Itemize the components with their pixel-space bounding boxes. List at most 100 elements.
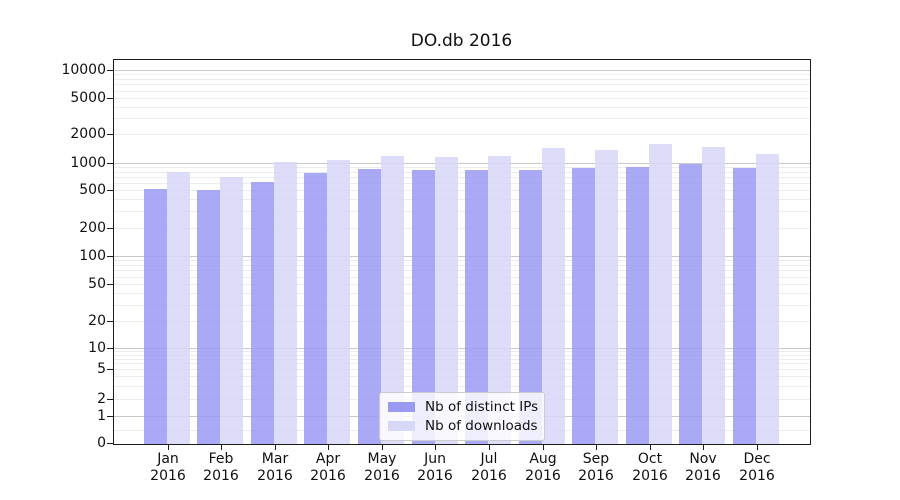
x-tick-label-jul: Jul 2016	[471, 451, 507, 484]
y-tick-mark	[107, 369, 113, 370]
legend-item: Nb of downloads	[388, 417, 538, 434]
x-tick-mark	[703, 445, 704, 450]
y-tick-label: 10	[88, 340, 106, 356]
minor-gridline	[114, 321, 810, 322]
bar-downloads-jan	[166, 172, 190, 444]
y-tick-mark	[107, 416, 113, 417]
minor-gridline	[114, 172, 810, 173]
minor-gridline	[114, 376, 810, 377]
minor-gridline	[114, 134, 810, 135]
x-tick-mark	[382, 445, 383, 450]
x-tick-mark	[596, 445, 597, 450]
y-tick-mark	[107, 399, 113, 400]
x-tick-mark	[757, 445, 758, 450]
y-tick-label: 5000	[70, 90, 106, 106]
y-tick-label: 100	[79, 248, 106, 264]
bar-downloads-oct	[648, 143, 672, 444]
major-gridline	[114, 70, 810, 71]
y-tick-mark	[107, 284, 113, 285]
x-tick-label-apr: Apr 2016	[310, 451, 346, 484]
bar-ips-may	[357, 168, 381, 444]
x-tick-mark	[435, 445, 436, 450]
x-tick-mark	[543, 445, 544, 450]
minor-gridline	[114, 79, 810, 80]
bar-ips-aug	[518, 170, 542, 444]
bar-ips-nov	[679, 164, 703, 444]
x-tick-label-mar: Mar 2016	[257, 451, 293, 484]
y-tick-label: 1000	[70, 155, 106, 171]
y-tick-label: 10000	[61, 62, 106, 78]
minor-gridline	[114, 91, 810, 92]
minor-gridline	[114, 199, 810, 200]
y-tick-mark	[107, 228, 113, 229]
x-tick-label-nov: Nov 2016	[685, 451, 721, 484]
bar-downloads-feb	[220, 176, 244, 444]
y-tick-mark	[107, 134, 113, 135]
bar-ips-apr	[304, 173, 328, 444]
minor-gridline	[114, 359, 810, 360]
minor-gridline	[114, 270, 810, 271]
y-tick-mark	[107, 443, 113, 444]
minor-gridline	[114, 228, 810, 229]
minor-gridline	[114, 74, 810, 75]
bar-ips-jun	[411, 169, 435, 444]
y-tick-label: 2	[97, 391, 106, 407]
y-tick-mark	[107, 163, 113, 164]
minor-gridline	[114, 369, 810, 370]
bar-downloads-aug	[541, 147, 565, 444]
minor-gridline	[114, 351, 810, 352]
bar-ips-dec	[733, 167, 756, 444]
bar-ips-mar	[250, 181, 274, 444]
legend-item: Nb of distinct IPs	[388, 398, 539, 415]
bar-downloads-sep	[595, 149, 619, 444]
minor-gridline	[114, 284, 810, 285]
x-tick-label-jun: Jun 2016	[417, 451, 453, 484]
bar-downloads-apr	[327, 159, 351, 444]
bar-ips-sep	[572, 167, 596, 444]
minor-gridline	[114, 386, 810, 387]
legend-swatch-downloads	[388, 420, 415, 431]
bar-downloads-jun	[434, 156, 458, 444]
legend-swatch-distinct-ips	[388, 401, 415, 412]
minor-gridline	[114, 118, 810, 119]
minor-gridline	[114, 260, 810, 261]
bar-downloads-mar	[273, 162, 297, 444]
x-tick-mark	[168, 445, 169, 450]
x-tick-mark	[328, 445, 329, 450]
legend-label: Nb of distinct IPs	[425, 398, 539, 415]
y-tick-mark	[107, 98, 113, 99]
x-tick-label-oct: Oct 2016	[632, 451, 668, 484]
chart-title: DO.db 2016	[410, 31, 513, 51]
minor-gridline	[114, 177, 810, 178]
y-tick-mark	[107, 70, 113, 71]
minor-gridline	[114, 363, 810, 364]
y-tick-label: 500	[79, 182, 106, 198]
x-tick-mark	[221, 445, 222, 450]
bar-ips-jul	[465, 169, 488, 444]
minor-gridline	[114, 293, 810, 294]
y-tick-mark	[107, 256, 113, 257]
minor-gridline	[114, 355, 810, 356]
y-tick-label: 2000	[70, 126, 106, 142]
y-tick-mark	[107, 348, 113, 349]
minor-gridline	[114, 190, 810, 191]
minor-gridline	[114, 277, 810, 278]
x-tick-label-dec: Dec 2016	[739, 451, 775, 484]
x-tick-label-feb: Feb 2016	[203, 451, 239, 484]
minor-gridline	[114, 265, 810, 266]
minor-gridline	[114, 305, 810, 306]
bar-downloads-dec	[756, 153, 779, 444]
x-tick-mark	[275, 445, 276, 450]
bar-ips-oct	[625, 166, 649, 444]
x-tick-mark	[489, 445, 490, 450]
major-gridline	[114, 163, 810, 164]
minor-gridline	[114, 98, 810, 99]
x-tick-label-aug: Aug 2016	[525, 451, 561, 484]
y-tick-label: 5	[97, 361, 106, 377]
bar-ips-feb	[197, 189, 221, 444]
y-tick-label: 20	[88, 313, 106, 329]
y-tick-label: 0	[97, 435, 106, 451]
x-tick-label-jan: Jan 2016	[150, 451, 186, 484]
x-tick-label-sep: Sep 2016	[578, 451, 614, 484]
y-tick-mark	[107, 321, 113, 322]
